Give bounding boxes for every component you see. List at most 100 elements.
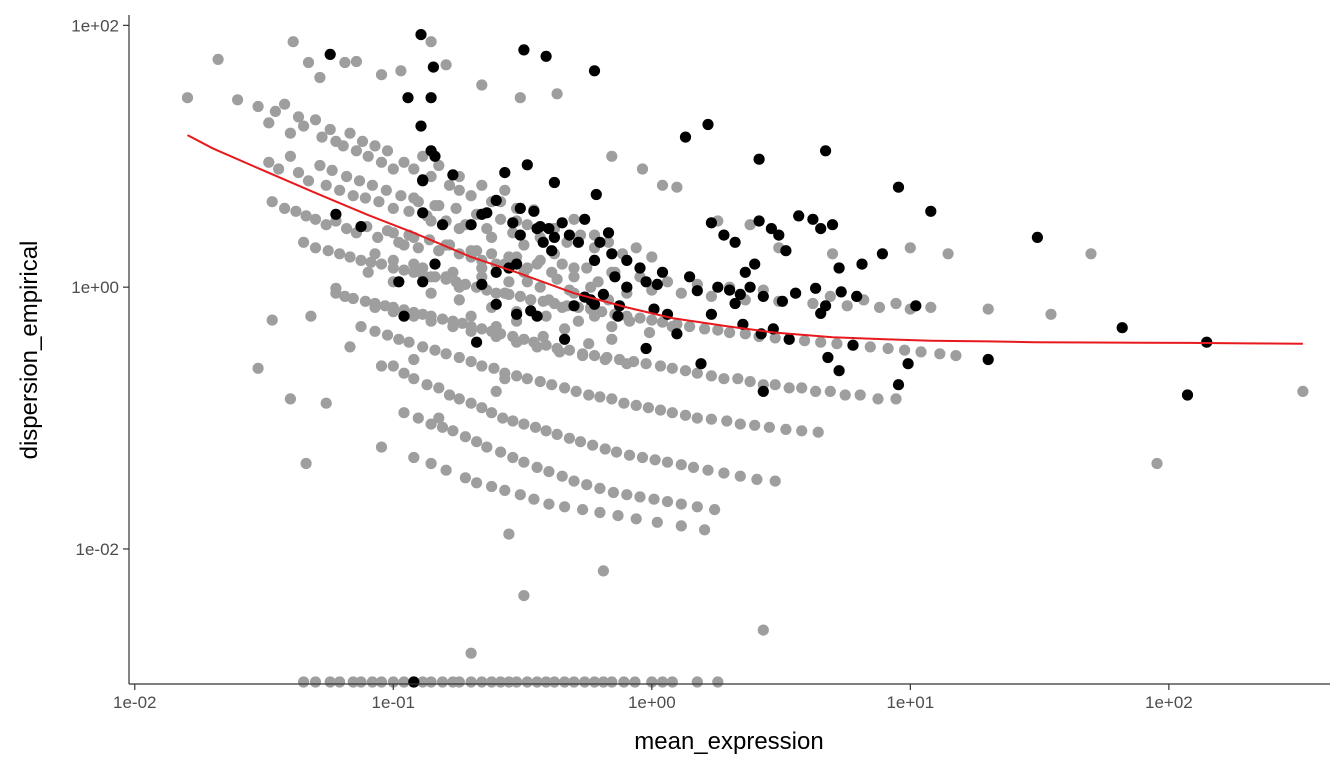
background-point (403, 336, 415, 348)
background-point (334, 676, 346, 688)
background-point (671, 181, 683, 193)
highlighted-point (810, 282, 822, 294)
highlighted-point (702, 118, 714, 131)
background-point (408, 266, 420, 278)
highlighted-point (718, 229, 730, 241)
background-point (417, 262, 429, 274)
background-point (440, 348, 452, 360)
background-point (425, 457, 437, 470)
background-point (534, 281, 546, 293)
background-point (355, 254, 367, 266)
background-point (531, 341, 543, 353)
highlighted-point (640, 342, 652, 355)
background-point (807, 297, 819, 310)
background-point (471, 477, 483, 489)
highlighted-point (514, 202, 526, 214)
highlighted-point (588, 65, 601, 77)
background-point (718, 467, 730, 479)
background-point (436, 313, 449, 325)
background-point (387, 163, 399, 175)
highlighted-point (729, 236, 741, 248)
background-point (518, 239, 530, 251)
highlighted-point (757, 290, 769, 302)
background-point (634, 312, 646, 324)
background-point (594, 482, 606, 494)
background-point (497, 412, 509, 424)
background-point (640, 358, 652, 370)
highlighted-point (568, 300, 580, 312)
background-point (812, 426, 824, 438)
background-point (212, 53, 224, 65)
background-point (425, 170, 437, 183)
background-point (721, 415, 733, 427)
background-point (425, 676, 437, 688)
background-point (284, 150, 296, 162)
background-point (661, 276, 674, 288)
background-point (826, 248, 839, 260)
background-point (408, 163, 420, 175)
x-tick-label: 1e+01 (886, 693, 934, 712)
background-point (284, 393, 296, 405)
highlighted-point (712, 281, 724, 293)
background-point (486, 231, 498, 243)
background-point (486, 407, 498, 419)
background-point (687, 461, 700, 473)
highlighted-point (822, 351, 834, 364)
background-point (490, 330, 502, 343)
highlighted-point (447, 169, 459, 181)
background-point (453, 676, 465, 688)
background-point (656, 676, 669, 688)
background-point (699, 323, 711, 335)
background-point (476, 179, 488, 191)
highlighted-point (753, 153, 765, 165)
highlighted-point (783, 333, 795, 345)
background-point (675, 459, 687, 471)
highlighted-point (499, 167, 511, 179)
background-point (606, 150, 618, 162)
background-point (403, 205, 415, 217)
y-tick-label: 1e+00 (71, 278, 119, 297)
background-point (316, 131, 328, 143)
highlighted-point (548, 231, 561, 243)
background-point (375, 69, 388, 81)
background-point (514, 489, 526, 501)
background-point (456, 317, 468, 329)
background-point (942, 248, 954, 260)
background-point (453, 351, 465, 364)
background-point (269, 105, 281, 117)
background-point (982, 303, 994, 315)
background-point (309, 114, 322, 126)
background-point (339, 56, 351, 69)
background-point (433, 382, 445, 394)
background-point (350, 145, 362, 157)
background-point (344, 341, 356, 353)
background-point (408, 192, 420, 204)
background-point (465, 190, 477, 202)
background-point (408, 353, 420, 366)
background-point (525, 294, 537, 306)
background-point (443, 389, 456, 401)
background-point (540, 339, 552, 351)
background-point (577, 350, 589, 362)
background-point (621, 358, 633, 370)
background-point (540, 676, 552, 688)
background-point (518, 456, 530, 468)
background-point (324, 676, 336, 688)
highlighted-point (537, 236, 549, 248)
highlighted-point (417, 276, 429, 288)
background-point (518, 590, 530, 602)
background-point (465, 310, 477, 322)
highlighted-point (776, 295, 789, 307)
background-point (1085, 248, 1097, 260)
background-point (630, 513, 642, 525)
highlighted-point (749, 258, 761, 270)
background-point (796, 382, 808, 394)
background-point (510, 676, 523, 688)
highlighted-point (815, 307, 827, 319)
background-point (691, 412, 703, 424)
background-point (298, 236, 310, 248)
highlighted-point (892, 379, 905, 391)
background-point (666, 407, 678, 419)
background-point (882, 342, 894, 355)
background-point (602, 236, 615, 248)
